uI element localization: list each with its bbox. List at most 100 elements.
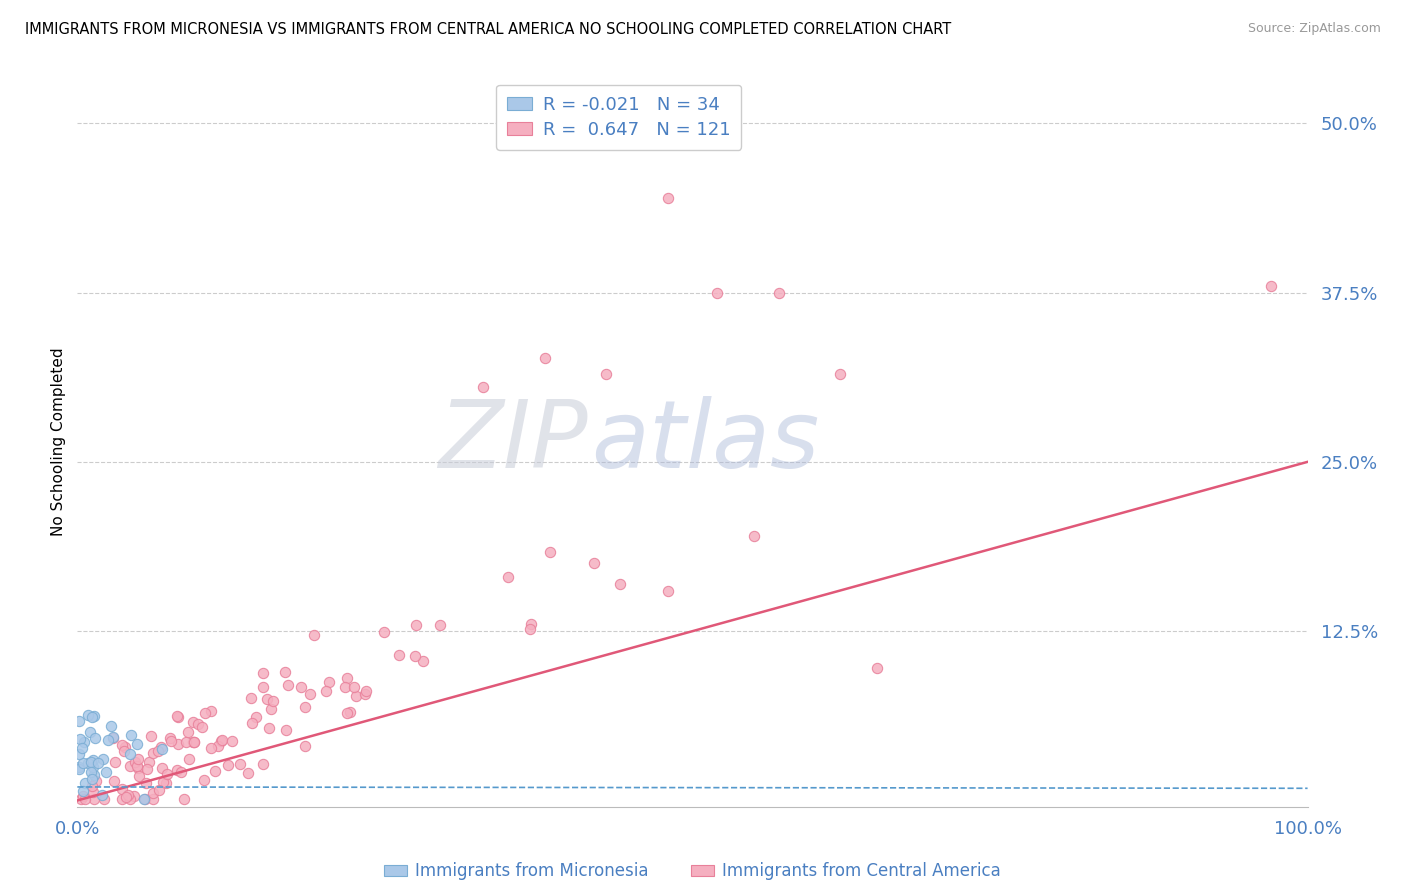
Point (240, 716, 263, 731)
Point (193, 772, 215, 787)
Point (405, 618, 427, 632)
Point (166, 709, 188, 723)
Point (173, 792, 195, 806)
Point (274, 665, 297, 679)
Point (111, 738, 134, 752)
Point (141, 729, 163, 743)
Point (318, 675, 340, 690)
Point (80, 765, 103, 780)
Point (742, 529, 765, 543)
Text: atlas: atlas (592, 396, 820, 487)
Point (412, 654, 434, 668)
Point (768, 285, 790, 300)
Point (79, 725, 101, 739)
Point (294, 700, 316, 714)
Point (221, 734, 243, 748)
Point (142, 746, 165, 760)
Point (200, 740, 222, 755)
Point (94, 764, 117, 779)
Point (76, 708, 98, 723)
Point (166, 737, 188, 751)
Point (67, 760, 90, 774)
Point (120, 792, 142, 806)
Point (132, 792, 155, 806)
Point (262, 693, 284, 707)
Point (117, 788, 139, 802)
Point (228, 756, 250, 771)
Point (82, 760, 104, 774)
Point (187, 717, 209, 731)
Point (657, 583, 679, 598)
Point (124, 755, 146, 769)
Point (155, 776, 177, 790)
Point (67, 762, 90, 776)
Point (256, 692, 278, 706)
Point (73, 776, 96, 790)
Point (134, 792, 156, 806)
Point (181, 714, 204, 729)
Point (135, 775, 157, 789)
Point (72, 740, 94, 755)
Point (77, 756, 100, 771)
Point (114, 790, 136, 805)
Point (166, 710, 188, 724)
Point (111, 792, 134, 806)
Point (343, 680, 366, 694)
Point (200, 704, 222, 718)
Point (496, 570, 519, 584)
Point (136, 762, 159, 776)
Point (472, 380, 495, 394)
Point (91, 752, 114, 766)
Point (354, 683, 377, 698)
Point (150, 760, 173, 774)
Point (166, 764, 188, 778)
Point (177, 725, 200, 739)
Point (86, 756, 108, 771)
Point (120, 728, 142, 742)
Point (122, 789, 145, 804)
Point (83, 792, 105, 806)
Point (1260, 278, 1282, 293)
Point (404, 649, 426, 664)
Point (519, 622, 541, 636)
Point (299, 687, 322, 701)
Point (79, 755, 101, 769)
Point (830, 367, 852, 381)
Point (520, 617, 543, 632)
Point (159, 733, 181, 747)
Point (67, 714, 90, 728)
Point (866, 661, 889, 675)
Point (82, 753, 104, 767)
Point (150, 742, 173, 756)
Point (388, 648, 411, 662)
Point (142, 786, 165, 800)
Point (80, 710, 103, 724)
Point (125, 737, 148, 751)
Point (183, 735, 205, 749)
Text: Source: ZipAtlas.com: Source: ZipAtlas.com (1247, 22, 1381, 36)
Point (609, 577, 631, 591)
Point (111, 781, 134, 796)
Point (595, 367, 617, 381)
Point (245, 710, 267, 724)
Text: IMMIGRANTS FROM MICRONESIA VS IMMIGRANTS FROM CENTRAL AMERICA NO SCHOOLING COMPL: IMMIGRANTS FROM MICRONESIA VS IMMIGRANTS… (25, 22, 952, 37)
Point (69, 731, 91, 746)
Point (260, 702, 283, 716)
Point (339, 705, 361, 719)
Point (277, 678, 299, 692)
Point (118, 758, 141, 772)
Point (72, 784, 94, 798)
Point (82, 784, 104, 798)
Point (148, 743, 170, 757)
Y-axis label: No Schooling Completed: No Schooling Completed (51, 347, 66, 536)
Point (114, 740, 136, 755)
Point (534, 351, 557, 365)
Point (183, 735, 205, 749)
Point (194, 706, 217, 721)
Point (72, 756, 94, 770)
Point (156, 767, 179, 781)
Point (259, 721, 281, 735)
Point (236, 765, 259, 780)
Point (112, 744, 135, 758)
Point (191, 720, 214, 734)
